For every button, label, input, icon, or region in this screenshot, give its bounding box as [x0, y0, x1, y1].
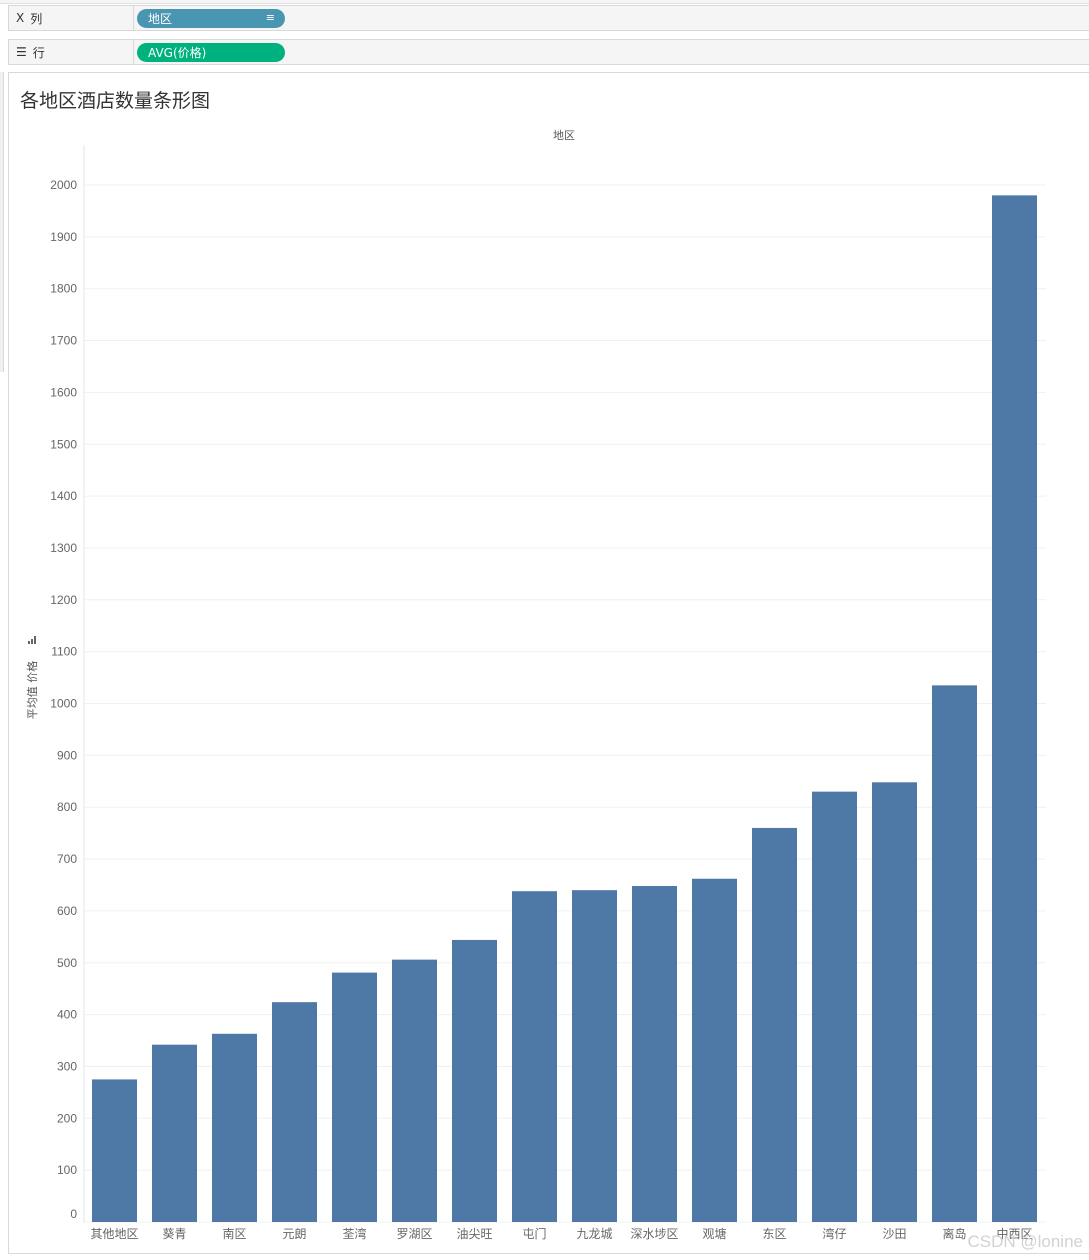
- x-tick-label: 油尖旺: [456, 1227, 492, 1241]
- y-tick-label: 1700: [50, 334, 77, 348]
- bar[interactable]: [512, 891, 557, 1222]
- y-tick-label: 200: [57, 1111, 77, 1125]
- y-tick-label: 900: [57, 748, 77, 762]
- rows-shelf[interactable]: ☰ 行 AVG(价格): [8, 39, 1089, 65]
- y-tick-label: 1500: [50, 437, 77, 451]
- x-tick-label: 观塘: [702, 1226, 726, 1241]
- x-tick-label: 元朗: [282, 1227, 306, 1241]
- bar[interactable]: [272, 1002, 317, 1222]
- y-tick-label: 2000: [50, 178, 77, 192]
- y-tick-label: 600: [57, 904, 77, 918]
- bar[interactable]: [452, 939, 497, 1222]
- columns-shelf[interactable]: Ⅹ 列 地区 ≡: [8, 5, 1089, 31]
- x-tick-label: 湾仔: [822, 1226, 846, 1241]
- bar[interactable]: [812, 791, 857, 1222]
- x-tick-label: 沙田: [882, 1227, 906, 1241]
- x-axis-title: 地区: [553, 129, 575, 142]
- bar[interactable]: [992, 195, 1037, 1222]
- x-tick-label: 中西区: [996, 1226, 1032, 1241]
- y-axis-title: 平均值 价格: [25, 661, 39, 720]
- y-tick-label: 1300: [50, 541, 77, 555]
- region-pill-label: 地区: [148, 12, 173, 26]
- y-tick-label: 1800: [50, 282, 77, 296]
- avg-price-pill-label: AVG(价格): [148, 46, 207, 60]
- bar[interactable]: [752, 827, 797, 1222]
- region-pill[interactable]: 地区 ≡: [137, 9, 285, 28]
- x-tick-label: 离岛: [942, 1226, 966, 1241]
- y-tick-label: 100: [57, 1163, 77, 1177]
- y-tick-label: 1600: [50, 385, 77, 399]
- x-tick-label: 葵青: [162, 1227, 186, 1241]
- row-list-icon: ☰: [16, 45, 27, 59]
- y-tick-label: 1200: [50, 593, 77, 607]
- y-tick-label: 500: [57, 956, 77, 970]
- y-tick-label: 0: [70, 1207, 77, 1221]
- bar[interactable]: [212, 1033, 257, 1222]
- x-tick-label: 九龙城: [576, 1227, 612, 1241]
- top-strip: [0, 0, 1089, 4]
- bar[interactable]: [152, 1044, 197, 1222]
- y-tick-label: 1400: [50, 489, 77, 503]
- y-tick-label: 1900: [50, 230, 77, 244]
- x-tick-label: 深水埗区: [630, 1227, 678, 1241]
- column-bars-icon: Ⅹ: [16, 11, 25, 25]
- avg-price-pill[interactable]: AVG(价格): [137, 43, 285, 62]
- y-tick-label: 700: [57, 852, 77, 866]
- bar[interactable]: [572, 890, 617, 1222]
- y-tick-label: 1000: [50, 697, 77, 711]
- chart-title: 各地区酒店数量条形图: [20, 90, 211, 112]
- watermark: CSDN @lonine: [967, 1232, 1083, 1251]
- bar[interactable]: [92, 1079, 137, 1222]
- bar[interactable]: [392, 959, 437, 1222]
- bar[interactable]: [692, 878, 737, 1222]
- x-tick-label: 荃湾: [342, 1226, 366, 1241]
- bar[interactable]: [932, 685, 977, 1222]
- columns-label: 列: [30, 11, 43, 26]
- bar[interactable]: [632, 886, 677, 1222]
- bar[interactable]: [872, 782, 917, 1222]
- y-tick-label: 400: [57, 1008, 77, 1022]
- side-panel-edge: [0, 72, 4, 372]
- rows-shelf-label: ☰ 行: [9, 40, 134, 64]
- rows-label: 行: [32, 45, 45, 60]
- x-tick-label: 南区: [222, 1226, 246, 1241]
- x-tick-label: 其他地区: [90, 1227, 138, 1241]
- x-tick-label: 东区: [762, 1227, 786, 1241]
- y-tick-label: 300: [57, 1059, 77, 1073]
- sort-descending-icon[interactable]: ≡: [265, 11, 275, 24]
- x-tick-label: 罗湖区: [396, 1226, 432, 1241]
- bar[interactable]: [332, 972, 377, 1222]
- y-axis-bar-chart-icon[interactable]: [28, 636, 36, 644]
- columns-shelf-label: Ⅹ 列: [9, 6, 134, 30]
- y-tick-label: 1100: [51, 645, 77, 659]
- x-tick-label: 屯门: [522, 1226, 546, 1241]
- y-tick-label: 800: [57, 800, 77, 814]
